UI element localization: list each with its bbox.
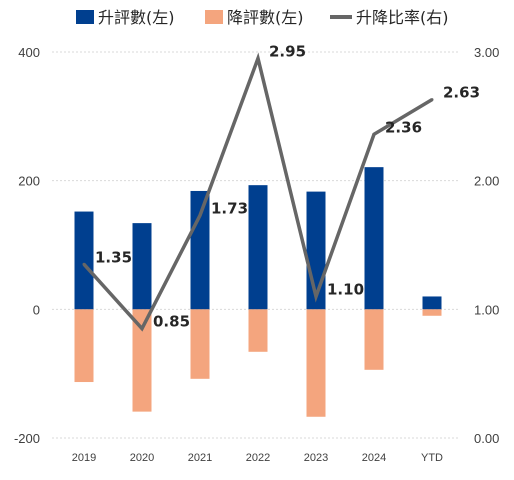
ratio-point: [430, 98, 434, 102]
left-axis-tick-label: 0: [33, 302, 40, 317]
upgrade-bar: [364, 167, 384, 310]
upgrade-bar: [74, 211, 94, 310]
ratio-data-label: 0.85: [153, 313, 190, 331]
upgrade-bar: [248, 185, 268, 310]
ratio-point: [140, 327, 144, 331]
downgrade-bar: [190, 309, 210, 379]
downgrade-bar: [422, 309, 442, 316]
downgrade-bar: [248, 309, 268, 352]
ratio-data-label: 1.35: [95, 248, 132, 266]
legend-swatch-upgrade: [76, 10, 94, 24]
legend-swatch-downgrade: [205, 10, 223, 24]
category-label: 2023: [304, 452, 328, 464]
left-axis-tick-label: 400: [18, 45, 40, 60]
category-label: 2021: [188, 452, 212, 464]
legend-label-downgrade: 降評數(左): [227, 8, 304, 27]
right-axis-tick-label: 1.00: [474, 302, 499, 317]
ratio-data-label: 2.36: [385, 118, 422, 136]
downgrade-bar: [74, 309, 94, 383]
upgrade-bar: [422, 296, 442, 310]
ratio-point: [314, 294, 318, 298]
ratio-point: [372, 132, 376, 136]
downgrade-bar: [132, 309, 152, 412]
ratio-data-label: 1.10: [327, 280, 364, 298]
upgrade-bar: [132, 223, 152, 310]
data-labels: 1.35 0.85 1.73 2.95 1.10 2.36 2.63: [95, 42, 480, 330]
right-axis-tick-label: 2.00: [474, 174, 499, 189]
downgrade-bar: [364, 309, 384, 370]
legend: 升評數(左) 降評數(左) 升降比率(右): [76, 8, 449, 27]
legend-label-upgrade: 升評數(左): [98, 8, 175, 27]
x-axis: 2019 2020 2021 2022 2023 2024 YTD: [72, 452, 443, 464]
upgrade-bar: [190, 190, 210, 310]
left-axis-tick-label: -200: [14, 431, 40, 446]
ratio-point: [198, 213, 202, 217]
category-label: 2020: [130, 452, 154, 464]
category-label: 2024: [362, 452, 386, 464]
right-axis-tick-label: 0.00: [474, 431, 499, 446]
ratio-data-label: 1.73: [211, 199, 248, 217]
ratio-point: [256, 56, 260, 60]
left-axis: -200 0 200 400: [14, 45, 40, 446]
downgrade-bar: [306, 309, 326, 417]
bar-series: [74, 167, 442, 417]
right-axis: 0.00 1.00 2.00 3.00: [474, 45, 499, 446]
legend-label-ratio: 升降比率(右): [356, 8, 449, 27]
ratio-data-label: 2.95: [269, 42, 306, 60]
line-series: [82, 52, 434, 332]
ratio-data-label: 2.63: [443, 84, 480, 102]
ratio-point: [82, 262, 86, 266]
right-axis-tick-label: 3.00: [474, 45, 499, 60]
category-label: 2019: [72, 452, 96, 464]
category-label: YTD: [421, 452, 443, 464]
category-label: 2022: [246, 452, 270, 464]
left-axis-tick-label: 200: [18, 174, 40, 189]
